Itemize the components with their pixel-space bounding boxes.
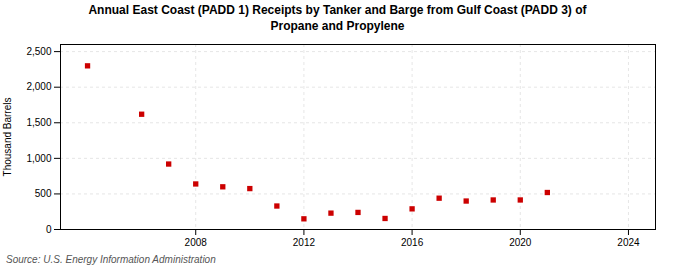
svg-text:2020: 2020 — [509, 237, 532, 248]
html-text:Annual East Coast (PADD 1) Rec: Annual East Coast (PADD 1) Receipts by T… — [88, 3, 587, 33]
svg-text:0: 0 — [46, 224, 52, 235]
svg-text:2008: 2008 — [185, 237, 208, 248]
svg-text:500: 500 — [35, 188, 52, 199]
svg-text:2016: 2016 — [401, 237, 424, 248]
svg-text:Thousand Barrels: Thousand Barrels — [2, 98, 13, 177]
svg-text:1,500: 1,500 — [26, 117, 51, 128]
svg-text:2024: 2024 — [617, 237, 640, 248]
svg-text:2,500: 2,500 — [26, 46, 51, 57]
svg-text:2,000: 2,000 — [26, 82, 51, 93]
html-text:Source: U.S. Energy Informatio: Source: U.S. Energy Information Administ… — [6, 254, 216, 266]
svg-text:2012: 2012 — [293, 237, 316, 248]
svg-text:1,000: 1,000 — [26, 153, 51, 164]
